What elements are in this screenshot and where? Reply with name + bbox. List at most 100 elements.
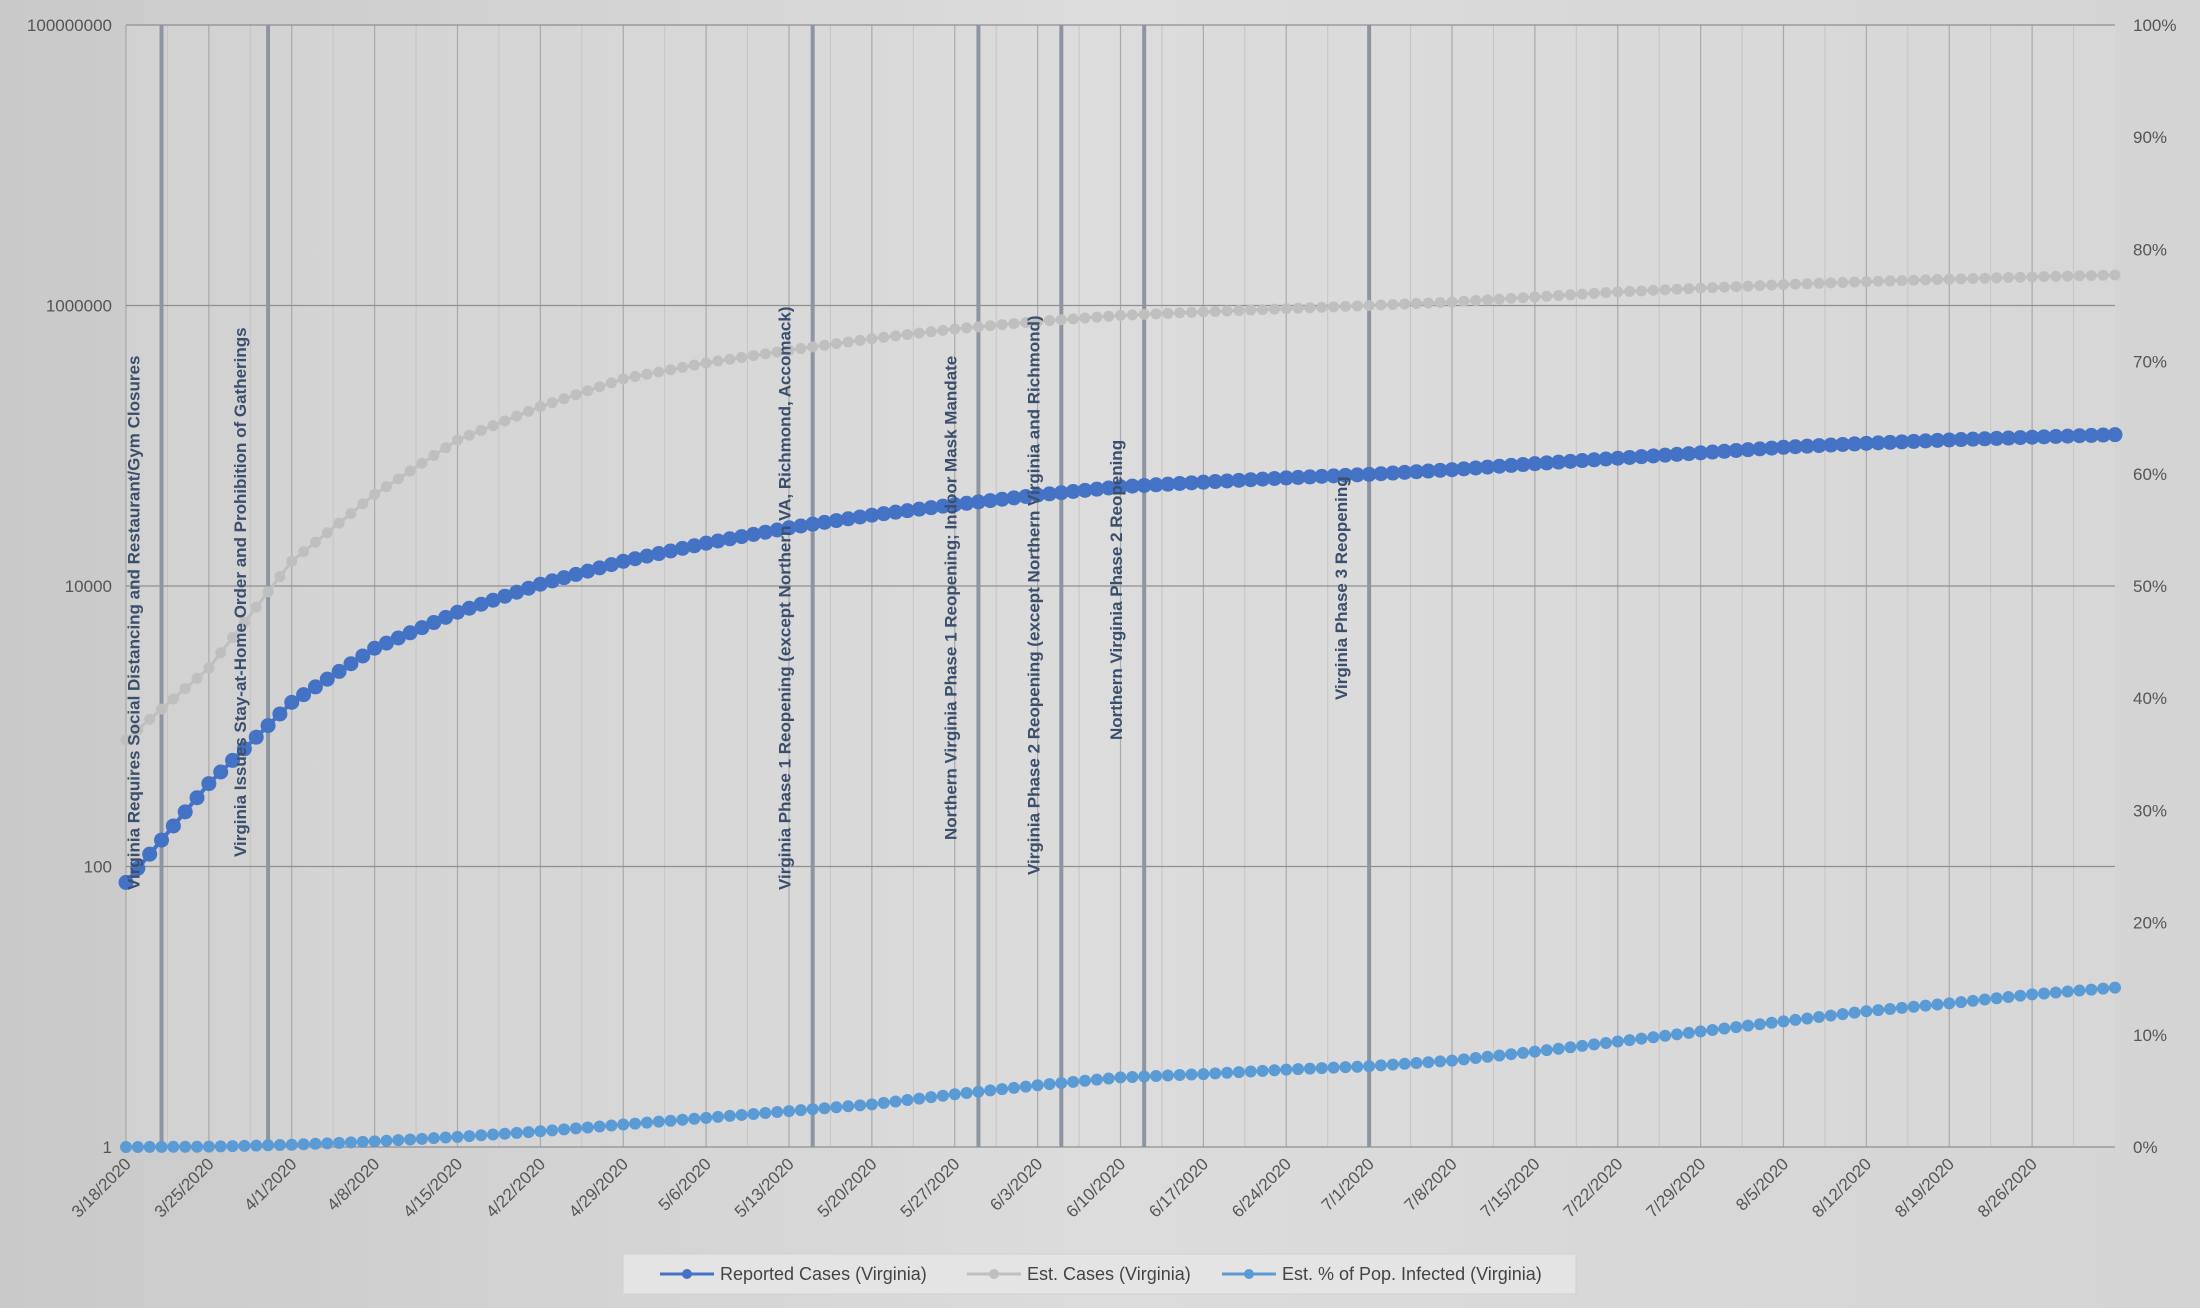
data-point-estimated: [1458, 295, 1470, 307]
data-point-reported: [1586, 452, 1602, 468]
data-point-estimated: [2085, 270, 2097, 282]
data-point-percent: [2073, 984, 2086, 997]
data-point-percent: [1351, 1060, 1364, 1073]
data-point-percent: [1386, 1058, 1399, 1071]
data-point-percent: [877, 1096, 890, 1109]
right-axis: 0% 10% 20% 30% 40% 50% 60% 70% 80% 90% 100%: [2133, 16, 2176, 1157]
data-point-estimated: [274, 571, 286, 583]
data-point-reported: [840, 511, 856, 527]
data-point-estimated: [238, 616, 250, 628]
data-point-percent: [2097, 982, 2110, 995]
data-point-reported: [603, 557, 619, 573]
data-point-estimated: [167, 693, 179, 705]
data-point-reported: [260, 718, 276, 734]
data-point-estimated: [132, 724, 144, 736]
x-tick-label: 4/8/2020: [323, 1154, 383, 1214]
data-point-reported: [521, 580, 537, 596]
data-point-estimated: [1268, 303, 1280, 315]
data-point-percent: [534, 1125, 547, 1138]
data-point-estimated: [617, 373, 629, 385]
data-point-reported: [378, 635, 394, 651]
data-point-reported: [1030, 487, 1046, 503]
data-point-estimated: [1967, 273, 1979, 285]
y2-tick-label: 10%: [2133, 1026, 2167, 1045]
data-point-percent: [1256, 1064, 1269, 1077]
x-tick-label: 5/13/2020: [731, 1154, 798, 1221]
data-point-estimated: [1126, 309, 1138, 321]
legend-item: Est. Cases (Virginia): [967, 1264, 1191, 1284]
data-point-estimated: [1860, 276, 1872, 288]
data-point-percent: [415, 1132, 428, 1145]
data-point-reported: [1172, 475, 1188, 491]
data-point-estimated: [2026, 271, 2038, 283]
data-point-estimated: [1316, 301, 1328, 313]
data-point-percent: [842, 1100, 855, 1113]
data-point-estimated: [996, 319, 1008, 331]
data-point-reported: [201, 776, 217, 792]
data-point-reported: [1101, 480, 1117, 496]
data-point-reported: [923, 500, 939, 516]
data-point-reported: [2048, 428, 2064, 444]
data-point-estimated: [842, 336, 854, 348]
y2-tick-label: 70%: [2133, 353, 2167, 372]
data-point-percent: [936, 1089, 949, 1102]
data-point-percent: [1528, 1045, 1541, 1058]
data-point-estimated: [1564, 289, 1576, 301]
data-point-reported: [1704, 444, 1720, 460]
data-point-reported: [307, 679, 323, 695]
data-point-percent: [1327, 1061, 1340, 1074]
data-point-percent: [1730, 1021, 1743, 1034]
data-point-reported: [1515, 457, 1531, 473]
data-point-estimated: [949, 323, 961, 335]
data-point-reported: [1645, 448, 1661, 464]
data-point-reported: [899, 503, 915, 519]
data-point-percent: [593, 1120, 606, 1133]
x-tick-label: 7/22/2020: [1560, 1154, 1627, 1221]
data-point-estimated: [1067, 313, 1079, 325]
data-point-reported: [876, 506, 892, 522]
data-point-percent: [487, 1128, 500, 1141]
data-point-estimated: [700, 357, 712, 369]
data-point-reported: [947, 497, 963, 513]
data-point-reported: [1468, 460, 1484, 476]
data-point-percent: [1824, 1009, 1837, 1022]
data-point-percent: [1173, 1069, 1186, 1082]
data-point-reported: [1858, 435, 1874, 451]
data-point-reported: [793, 518, 809, 534]
legend-label: Reported Cases (Virginia): [720, 1264, 927, 1284]
x-tick-label: 3/18/2020: [68, 1154, 135, 1221]
data-point-reported: [1491, 458, 1507, 474]
y-tick-label: 1000000: [46, 297, 112, 316]
data-point-percent: [1895, 1001, 1908, 1014]
data-point-percent: [2002, 990, 2015, 1003]
data-point-estimated: [1849, 276, 1861, 288]
data-point-estimated: [546, 397, 558, 409]
data-point-percent: [191, 1140, 204, 1153]
data-point-percent: [1848, 1006, 1861, 1019]
data-point-percent: [723, 1109, 736, 1122]
series-percent: [120, 981, 2121, 1153]
data-point-reported: [1752, 441, 1768, 457]
legend-label: Est. Cases (Virginia): [1027, 1264, 1191, 1284]
x-axis: 3/18/2020 3/25/2020 4/1/2020 4/8/2020 4/15/2…: [68, 1154, 2041, 1221]
data-point-reported: [1989, 430, 2005, 446]
data-point-reported: [1693, 445, 1709, 461]
legend: Reported Cases (Virginia) Est. Cases (Vir…: [622, 1253, 1577, 1295]
data-point-percent: [996, 1083, 1009, 1096]
data-point-estimated: [1043, 315, 1055, 327]
data-point-estimated: [759, 348, 771, 360]
data-point-percent: [901, 1094, 914, 1107]
y-tick-label: 100000000: [27, 16, 112, 35]
data-point-percent: [1209, 1067, 1222, 1080]
data-point-estimated: [1434, 296, 1446, 308]
data-point-percent: [321, 1137, 334, 1150]
data-point-reported: [639, 548, 655, 564]
data-point-percent: [558, 1123, 571, 1136]
data-point-percent: [617, 1118, 630, 1131]
data-point-reported: [1728, 442, 1744, 458]
data-point-percent: [1422, 1056, 1435, 1069]
data-point-estimated: [1825, 277, 1837, 289]
data-point-percent: [1055, 1077, 1068, 1090]
data-point-percent: [1221, 1066, 1234, 1079]
data-point-reported: [1764, 440, 1780, 456]
